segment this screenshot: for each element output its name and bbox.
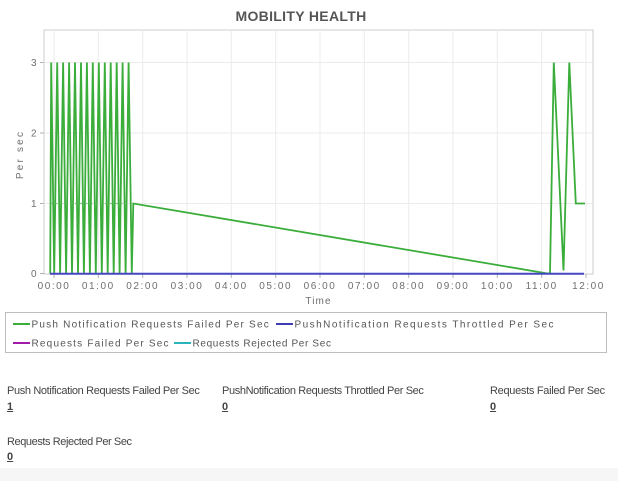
svg-text:Time: Time (305, 296, 331, 307)
svg-text:12:00: 12:00 (572, 281, 605, 292)
svg-text:02:00: 02:00 (126, 281, 159, 292)
svg-text:10:00: 10:00 (481, 281, 514, 292)
svg-text:Per sec: Per sec (15, 130, 26, 179)
svg-text:09:00: 09:00 (437, 281, 470, 292)
svg-text:03:00: 03:00 (171, 281, 204, 292)
svg-text:05:00: 05:00 (259, 281, 292, 292)
svg-text:11:00: 11:00 (526, 281, 558, 292)
svg-text:0: 0 (31, 269, 37, 280)
svg-text:08:00: 08:00 (392, 281, 425, 292)
svg-text:3: 3 (31, 58, 37, 69)
svg-text:1: 1 (31, 199, 37, 210)
svg-text:2: 2 (31, 129, 37, 140)
svg-text:01:00: 01:00 (82, 281, 115, 292)
svg-text:06:00: 06:00 (304, 281, 337, 292)
svg-text:00:00: 00:00 (38, 281, 71, 292)
svg-text:07:00: 07:00 (348, 281, 381, 292)
svg-text:04:00: 04:00 (215, 281, 248, 292)
